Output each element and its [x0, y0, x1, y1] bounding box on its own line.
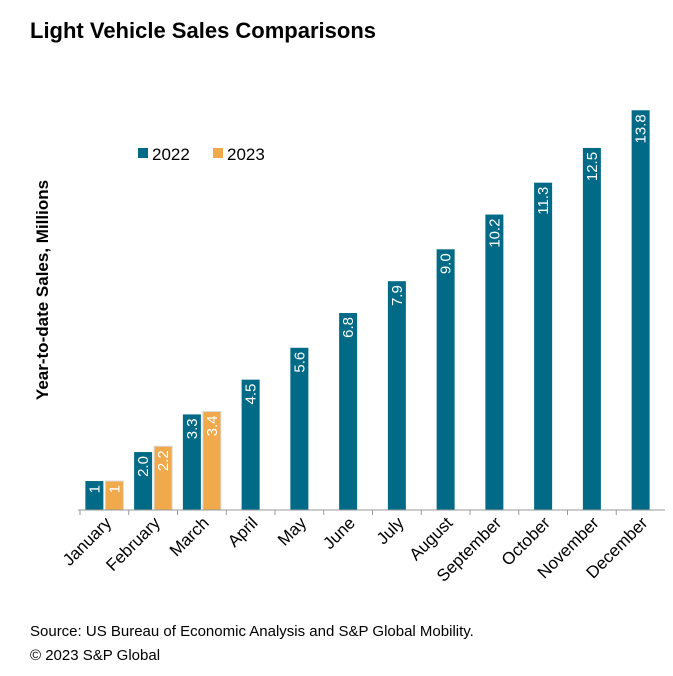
data-label-2022-may: 5.6 — [291, 352, 308, 373]
data-label-2022-july: 7.9 — [389, 285, 406, 306]
x-tick-label-july: July — [373, 513, 408, 548]
x-tick-label-june: June — [319, 513, 359, 553]
x-tick-label-march: March — [166, 513, 213, 560]
bar-2022-january — [85, 481, 104, 510]
copyright-note: © 2023 S&P Global — [30, 647, 161, 664]
bar-2022-june — [339, 313, 358, 510]
legend-swatch-2023 — [213, 148, 223, 158]
legend: 2022 2023 — [138, 145, 265, 164]
data-label-2022-november: 12.5 — [584, 152, 601, 181]
bar-2022-september — [485, 214, 504, 510]
bar-2022-july — [387, 281, 406, 510]
data-label-2022-april: 4.5 — [243, 384, 260, 405]
data-label-2023-february: 2.2 — [155, 450, 172, 471]
data-label-2022-march: 3.3 — [184, 418, 201, 439]
legend-swatch-2022 — [138, 148, 148, 158]
bar-2022-august — [436, 249, 455, 510]
bar-2022-april — [241, 379, 260, 510]
bar-2022-may — [290, 347, 309, 510]
chart-title: Light Vehicle Sales Comparisons — [30, 18, 376, 43]
data-label-2022-june: 6.8 — [340, 317, 357, 338]
x-tick-label-april: April — [224, 513, 261, 550]
data-label-2022-august: 9.0 — [438, 253, 455, 274]
y-axis-label: Year-to-date Sales, Millions — [33, 180, 52, 400]
data-label-2023-march: 3.4 — [204, 416, 221, 437]
bar-2022-november — [582, 147, 601, 510]
data-label-2022-february: 2.0 — [135, 456, 152, 477]
data-label-2022-january: 1 — [86, 485, 103, 493]
data-label-2023-january: 1 — [106, 485, 123, 493]
bar-2022-february — [134, 452, 153, 510]
bar-2022-october — [534, 182, 553, 511]
bar-2022-december — [631, 110, 650, 510]
source-note: Source: US Bureau of Economic Analysis a… — [30, 623, 474, 640]
legend-label-2023: 2023 — [227, 145, 265, 164]
x-tick-label-february: February — [102, 513, 164, 575]
legend-label-2022: 2022 — [152, 145, 190, 164]
data-label-2022-october: 11.3 — [535, 187, 552, 215]
data-label-2022-september: 10.2 — [486, 219, 503, 248]
bar-2022-march — [182, 414, 201, 510]
x-tick-label-may: May — [274, 513, 310, 549]
data-label-2022-december: 13.8 — [633, 114, 650, 143]
